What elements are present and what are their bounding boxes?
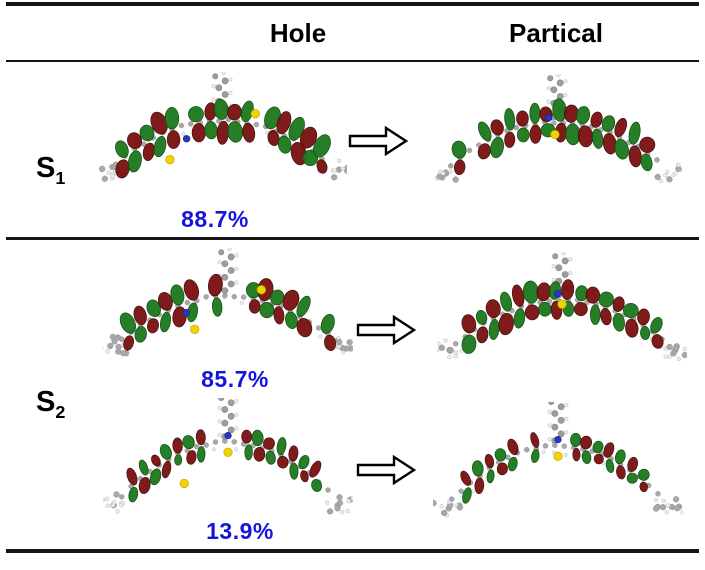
s1-hole-weight: 88.7%	[181, 206, 249, 232]
s1-hole-orbital-image	[99, 72, 347, 182]
s2-second-weight: 13.9%	[206, 518, 274, 544]
s1-particle-orbital-image	[434, 74, 682, 184]
s2-second-particle-orbital-image	[433, 402, 683, 518]
s2-first-hole-orbital-image	[103, 248, 353, 357]
state-label-s2-text: S	[36, 386, 56, 418]
state-label-s1-text: S	[36, 152, 56, 184]
s2-first-weight: 85.7%	[201, 366, 269, 392]
horizontal-rule-mid	[6, 237, 699, 240]
arrow-icon	[356, 455, 416, 485]
horizontal-rule-header	[6, 60, 699, 62]
state-label-s2: S2	[36, 386, 65, 423]
column-header-hole: Hole	[269, 18, 327, 48]
state-label-s2-subscript: 2	[55, 401, 66, 422]
arrow-icon	[348, 126, 408, 156]
s2-second-hole-orbital-image	[103, 398, 353, 515]
arrow-icon	[356, 315, 416, 345]
horizontal-rule-bottom	[6, 549, 699, 553]
state-label-s1: S1	[36, 152, 65, 189]
horizontal-rule-top	[6, 2, 699, 6]
state-label-s1-subscript: 1	[55, 167, 66, 188]
s2-first-particle-orbital-image	[437, 252, 687, 362]
column-header-particle: Partical	[509, 18, 603, 48]
